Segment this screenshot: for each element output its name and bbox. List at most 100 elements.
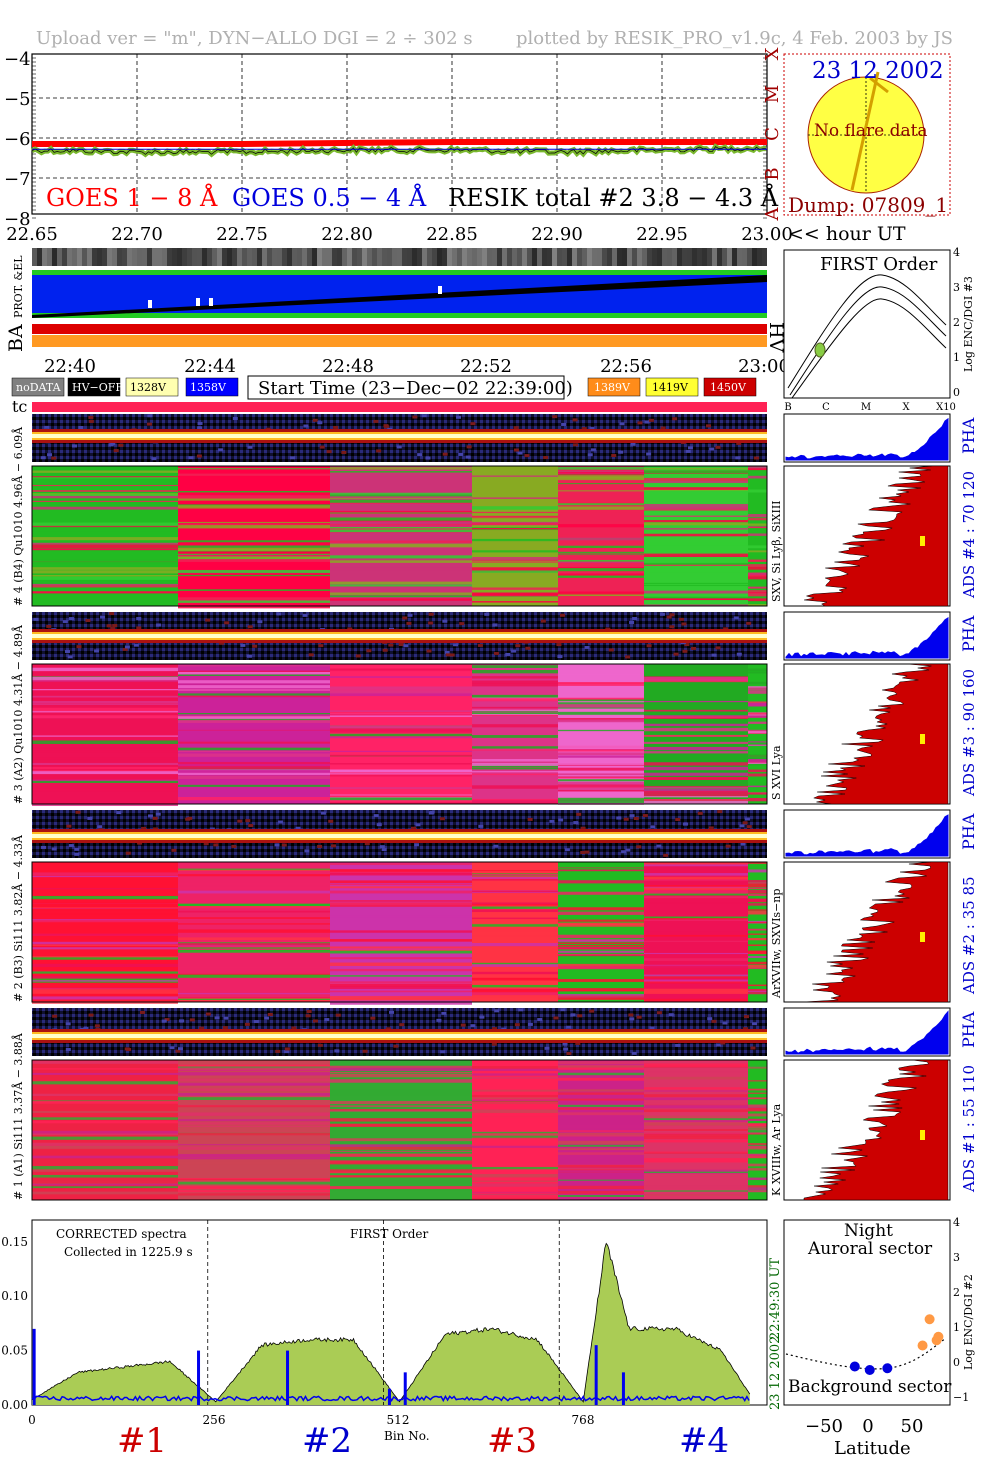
main-stripe — [472, 798, 558, 801]
main-stripe — [748, 977, 767, 979]
main-stripe — [178, 473, 330, 476]
prot-cell — [712, 248, 717, 266]
main-stripe — [644, 1076, 748, 1080]
channels: # 4 (B4) Qu1010 4.96Å − 6.09Å PHA SXV, Si … — [11, 413, 978, 1201]
prot-cell — [372, 248, 377, 266]
strip-pixel — [428, 621, 434, 625]
spectrum-xtick: 512 — [387, 1413, 410, 1427]
main-stripe — [472, 735, 558, 738]
main-stripe — [748, 1146, 767, 1150]
main-stripe — [748, 528, 767, 530]
prot-cell — [392, 248, 397, 266]
strip-pixel — [88, 415, 94, 419]
strip-pixel — [196, 454, 202, 458]
main-stripe — [644, 676, 748, 680]
ads-label: ADS #3 : 90 160 — [960, 669, 978, 797]
main-stripe — [330, 714, 472, 716]
main-stripe — [644, 940, 748, 942]
prot-cell — [132, 248, 137, 266]
main-stripe — [32, 689, 178, 691]
strip-pixel — [122, 647, 128, 651]
main-stripe — [472, 501, 558, 505]
strip-pixel — [465, 455, 471, 459]
main-stripe — [472, 1115, 558, 1119]
main-column — [32, 1060, 178, 1200]
main-stripe — [32, 980, 178, 982]
main-stripe — [472, 1068, 558, 1072]
status-time-tick: 22:52 — [460, 356, 512, 377]
prot-cell — [112, 248, 117, 266]
main-stripe — [558, 745, 644, 749]
strip-pixel — [646, 452, 652, 456]
spectrum-ytick: 0.15 — [1, 1235, 28, 1249]
strip-pixel — [152, 816, 158, 820]
main-stripe — [32, 570, 178, 574]
main-stripe — [748, 1155, 767, 1159]
main-stripe — [644, 998, 748, 1003]
prot-cell — [172, 248, 177, 266]
main-stripe — [178, 1064, 330, 1067]
strip-pixel — [445, 653, 451, 657]
strip-pixel — [663, 853, 669, 857]
main-stripe — [178, 990, 330, 992]
prot-cell — [537, 248, 542, 266]
strip-pixel — [566, 1025, 572, 1029]
spectrum-first-order: FIRST Order — [350, 1227, 428, 1241]
spectrum-x-ticks: 0 256 512 768 — [28, 1413, 594, 1427]
prot-cell — [472, 248, 477, 266]
main-stripe — [644, 709, 748, 712]
main-stripe — [32, 895, 178, 900]
main-stripe — [558, 1130, 644, 1132]
prot-cell — [602, 248, 607, 266]
main-stripe — [644, 564, 748, 566]
strip-pixel — [141, 826, 147, 830]
main-stripe — [644, 590, 748, 594]
prot-cell — [562, 248, 567, 266]
strip-pixel — [124, 645, 130, 649]
strip-pixel — [291, 1026, 297, 1030]
strip-pixel — [189, 1018, 195, 1022]
main-stripe — [472, 709, 558, 712]
strip-pixel — [155, 812, 161, 816]
strip-band-core — [32, 434, 767, 438]
strip-pixel — [276, 612, 282, 616]
strip-pixel — [514, 1023, 520, 1027]
legend-goes05: GOES 0.5 − 4 Å — [232, 183, 427, 212]
strip-pixel — [218, 448, 224, 452]
strip-pixel — [385, 1027, 391, 1031]
main-stripe — [178, 685, 330, 689]
main-stripe — [558, 719, 644, 723]
strip-pixel — [308, 653, 314, 657]
main-stripe — [178, 600, 330, 603]
strip-pixel — [608, 648, 614, 652]
main-stripe — [178, 525, 330, 529]
main-stripe — [558, 867, 644, 870]
main-stripe — [558, 1061, 644, 1065]
prot-cell — [507, 248, 512, 266]
status-legend-swatch — [645, 377, 699, 397]
strip-pixel — [493, 844, 499, 848]
strip-pixel — [146, 422, 152, 426]
goes-ytick-label: −8 — [4, 209, 31, 230]
strip-pixel — [110, 627, 116, 631]
main-stripe — [748, 989, 767, 993]
strip-pixel — [253, 1020, 259, 1024]
hour-label: << hour UT — [788, 223, 906, 245]
strip-pixel — [246, 654, 252, 658]
prot-cell — [722, 248, 727, 266]
main-stripe — [178, 797, 330, 801]
main-stripe — [644, 1120, 748, 1122]
prot-cell — [397, 248, 402, 266]
main-stripe — [32, 676, 178, 680]
strip-pixel — [341, 450, 347, 454]
main-stripe — [748, 887, 767, 890]
prot-cell — [222, 248, 227, 266]
main-stripe — [748, 681, 767, 685]
main-stripe — [748, 933, 767, 935]
main-stripe — [748, 592, 767, 597]
main-stripe — [32, 1144, 178, 1147]
main-stripe — [178, 670, 330, 673]
main-stripe — [178, 890, 330, 894]
main-stripe — [472, 1191, 558, 1193]
strip-pixel — [619, 422, 625, 426]
